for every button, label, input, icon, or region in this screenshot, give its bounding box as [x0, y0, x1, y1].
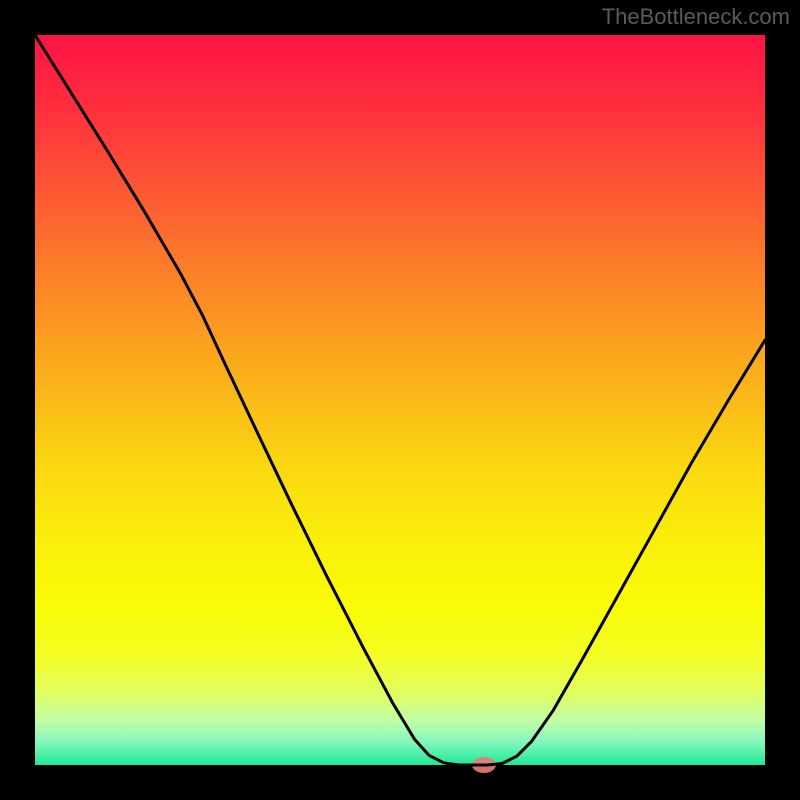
plot-background [35, 35, 765, 765]
bottleneck-chart [0, 0, 800, 800]
chart-container: TheBottleneck.com [0, 0, 800, 800]
watermark-text: TheBottleneck.com [602, 4, 790, 30]
